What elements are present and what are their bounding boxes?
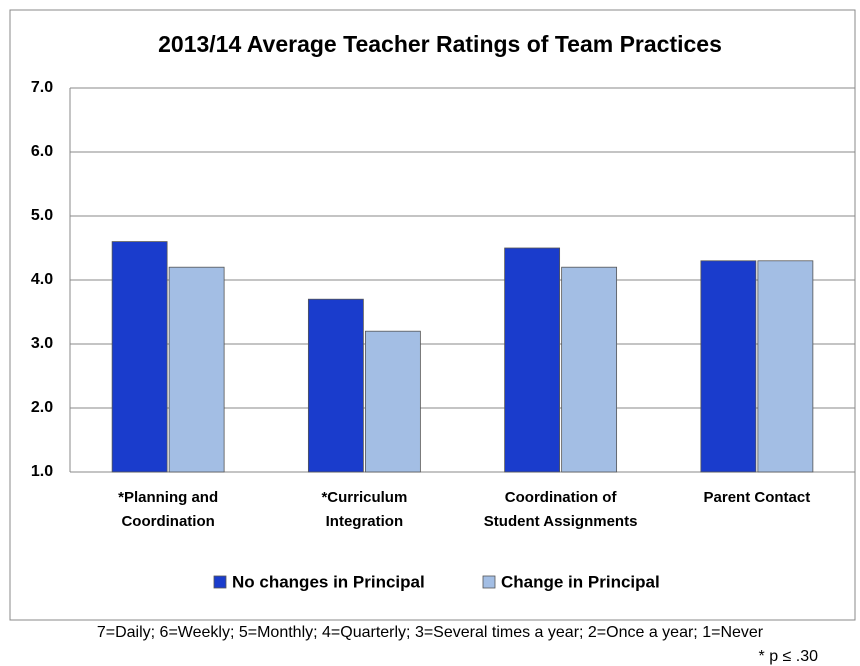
legend-swatch (482, 575, 496, 589)
y-tick-label: 6.0 (31, 143, 53, 160)
footnote: 7=Daily; 6=Weekly; 5=Monthly; 4=Quarterl… (97, 624, 764, 641)
y-tick-label: 5.0 (31, 207, 53, 224)
bar (364, 330, 421, 473)
bar (111, 241, 168, 473)
x-tick-label: Parent Contact (704, 489, 811, 506)
bar (307, 298, 364, 473)
bar (700, 260, 757, 473)
bar (168, 266, 225, 473)
x-tick-label: *Curriculum Integration (321, 489, 407, 530)
bar (757, 260, 814, 473)
x-tick-label: Coordination of Student Assignments (484, 489, 638, 530)
y-tick-label: 2.0 (31, 399, 53, 416)
y-tick-label: 7.0 (31, 79, 53, 96)
bar (504, 247, 561, 473)
chart-title: 2013/14 Average Teacher Ratings of Team … (158, 31, 722, 57)
footnote: * p ≤ .30 (759, 648, 819, 665)
y-tick-label: 4.0 (31, 271, 53, 288)
legend-swatch (213, 575, 227, 589)
legend-label: Change in Principal (501, 572, 660, 591)
bar (561, 266, 618, 473)
legend-label: No changes in Principal (232, 572, 425, 591)
x-tick-label: *Planning and Coordination (118, 489, 218, 530)
y-tick-label: 3.0 (31, 335, 53, 352)
y-tick-label: 1.0 (31, 463, 53, 480)
